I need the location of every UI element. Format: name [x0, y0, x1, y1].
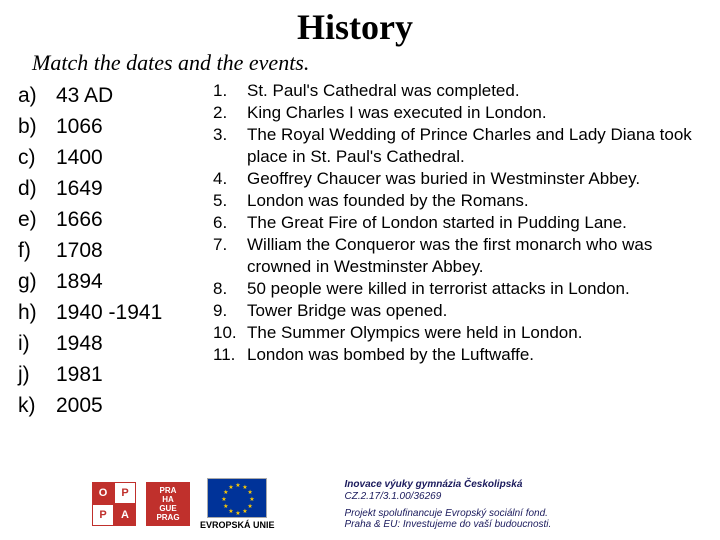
eu-star-icon: ★ — [247, 489, 252, 496]
event-number: 10. — [213, 322, 247, 344]
events-column: 1.St. Paul's Cathedral was completed.2.K… — [213, 80, 692, 366]
date-value: 1708 — [56, 235, 103, 266]
event-text: William the Conqueror was the first mona… — [247, 234, 692, 278]
date-value: 1649 — [56, 173, 103, 204]
eu-star-icon: ★ — [247, 503, 252, 510]
date-value: 1400 — [56, 142, 103, 173]
date-row: g)1894 — [18, 266, 213, 297]
date-value: 1894 — [56, 266, 103, 297]
prague-line: GUE — [159, 504, 176, 513]
eu-star-icon: ★ — [223, 503, 228, 510]
date-letter: e) — [18, 204, 56, 235]
date-row: j)1981 — [18, 359, 213, 390]
date-letter: g) — [18, 266, 56, 297]
page-title: History — [18, 6, 692, 48]
event-text: The Summer Olympics were held in London. — [247, 322, 692, 344]
date-letter: h) — [18, 297, 56, 328]
eu-star-icon: ★ — [228, 484, 233, 491]
event-text: The Great Fire of London started in Pudd… — [247, 212, 692, 234]
event-row: 4.Geoffrey Chaucer was buried in Westmin… — [213, 168, 692, 190]
prague-line: PRAG — [156, 513, 179, 522]
event-number: 4. — [213, 168, 247, 190]
footer-project-code: CZ.2.17/3.1.00/36269 — [345, 491, 690, 502]
date-value: 2005 — [56, 390, 103, 421]
date-row: a)43 AD — [18, 80, 213, 111]
footer-project-desc: Projekt spolufinancuje Evropský sociální… — [345, 508, 690, 530]
event-number: 1. — [213, 80, 247, 102]
date-row: e)1666 — [18, 204, 213, 235]
event-text: Tower Bridge was opened. — [247, 300, 692, 322]
date-value: 1981 — [56, 359, 103, 390]
date-letter: d) — [18, 173, 56, 204]
event-text: Geoffrey Chaucer was buried in Westminst… — [247, 168, 692, 190]
event-row: 10.The Summer Olympics were held in Lond… — [213, 322, 692, 344]
event-text: London was founded by the Romans. — [247, 190, 692, 212]
event-number: 8. — [213, 278, 247, 300]
date-value: 1940 -1941 — [56, 297, 162, 328]
prague-line: PRA — [160, 486, 177, 495]
date-row: f)1708 — [18, 235, 213, 266]
event-number: 3. — [213, 124, 247, 168]
event-row: 5.London was founded by the Romans. — [213, 190, 692, 212]
eu-star-icon: ★ — [228, 508, 233, 515]
date-letter: j) — [18, 359, 56, 390]
event-text: The Royal Wedding of Prince Charles and … — [247, 124, 692, 168]
oppa-cell: O — [92, 482, 114, 504]
eu-star-icon: ★ — [249, 496, 254, 503]
eu-star-icon: ★ — [242, 508, 247, 515]
event-text: King Charles I was executed in London. — [247, 102, 692, 124]
oppa-cell: P — [92, 504, 114, 526]
date-value: 43 AD — [56, 80, 113, 111]
date-letter: k) — [18, 390, 56, 421]
event-row: 7.William the Conqueror was the first mo… — [213, 234, 692, 278]
date-letter: f) — [18, 235, 56, 266]
date-letter: a) — [18, 80, 56, 111]
event-row: 11.London was bombed by the Luftwaffe. — [213, 344, 692, 366]
date-row: c)1400 — [18, 142, 213, 173]
event-text: 50 people were killed in terrorist attac… — [247, 278, 692, 300]
event-text: London was bombed by the Luftwaffe. — [247, 344, 692, 366]
footer-text: Inovace výuky gymnázia Českolipská CZ.2.… — [345, 479, 690, 530]
event-row: 3.The Royal Wedding of Prince Charles an… — [213, 124, 692, 168]
event-text: St. Paul's Cathedral was completed. — [247, 80, 692, 102]
prague-logo: PRAHAGUEPRAG — [146, 482, 190, 526]
event-number: 5. — [213, 190, 247, 212]
event-number: 6. — [213, 212, 247, 234]
event-number: 9. — [213, 300, 247, 322]
eu-logo: ★★★★★★★★★★★★ EVROPSKÁ UNIE — [200, 478, 275, 530]
oppa-cell: P — [114, 482, 136, 504]
eu-label: EVROPSKÁ UNIE — [200, 520, 275, 530]
oppa-cell: A — [114, 504, 136, 526]
event-number: 7. — [213, 234, 247, 278]
date-row: d)1649 — [18, 173, 213, 204]
date-row: i)1948 — [18, 328, 213, 359]
eu-star-icon: ★ — [221, 496, 226, 503]
dates-column: a)43 ADb)1066c)1400d)1649e)1666f)1708g)1… — [18, 80, 213, 421]
footer-project-title: Inovace výuky gymnázia Českolipská — [345, 479, 690, 490]
event-row: 9.Tower Bridge was opened. — [213, 300, 692, 322]
date-row: b)1066 — [18, 111, 213, 142]
eu-star-icon: ★ — [235, 482, 240, 489]
content-area: a)43 ADb)1066c)1400d)1649e)1666f)1708g)1… — [18, 80, 692, 421]
event-row: 8.50 people were killed in terrorist att… — [213, 278, 692, 300]
event-number: 11. — [213, 344, 247, 366]
date-letter: c) — [18, 142, 56, 173]
event-row: 6.The Great Fire of London started in Pu… — [213, 212, 692, 234]
date-value: 1948 — [56, 328, 103, 359]
event-row: 1.St. Paul's Cathedral was completed. — [213, 80, 692, 102]
date-row: h)1940 -1941 — [18, 297, 213, 328]
date-value: 1066 — [56, 111, 103, 142]
footer: OPPA PRAHAGUEPRAG ★★★★★★★★★★★★ EVROPSKÁ … — [92, 478, 690, 530]
instruction-text: Match the dates and the events. — [32, 50, 692, 76]
oppa-logo: OPPA — [92, 482, 136, 526]
date-value: 1666 — [56, 204, 103, 235]
prague-line: HA — [162, 495, 174, 504]
date-letter: i) — [18, 328, 56, 359]
eu-star-icon: ★ — [235, 510, 240, 517]
event-number: 2. — [213, 102, 247, 124]
event-row: 2.King Charles I was executed in London. — [213, 102, 692, 124]
date-row: k)2005 — [18, 390, 213, 421]
date-letter: b) — [18, 111, 56, 142]
